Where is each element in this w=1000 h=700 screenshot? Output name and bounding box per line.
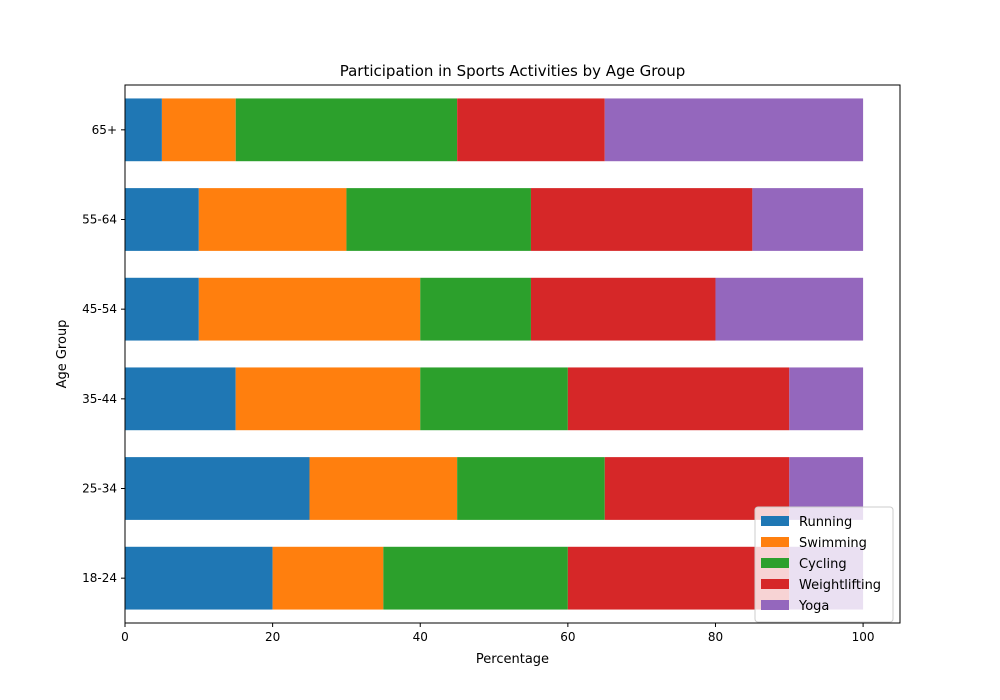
- y-tick-label: 45-54: [82, 302, 117, 316]
- y-tick-label: 25-34: [82, 482, 117, 496]
- bar-running-35-44: [125, 367, 236, 431]
- bar-yoga-45-54: [715, 277, 864, 341]
- bar-yoga-55-64: [752, 188, 864, 251]
- legend-swatch-cycling: [761, 558, 789, 568]
- legend-swatch-running: [761, 516, 789, 526]
- bar-running-18-24: [125, 546, 273, 610]
- bar-running-45-54: [125, 277, 199, 341]
- bar-weightlifting-55-64: [530, 188, 753, 251]
- legend-label-swimming: Swimming: [799, 536, 867, 551]
- bar-running-25-34: [125, 457, 310, 520]
- chart-title: Participation in Sports Activities by Ag…: [340, 62, 686, 80]
- bar-cycling-25-34: [457, 457, 605, 520]
- x-tick-label: 0: [121, 630, 129, 644]
- x-tick-label: 20: [265, 630, 280, 644]
- bar-yoga-65+: [604, 98, 864, 162]
- legend-label-running: Running: [799, 515, 852, 530]
- legend-label-weightlifting: Weightlifting: [799, 578, 881, 593]
- legend: Running Swimming Cycling Weightlifting Yoga: [754, 506, 894, 623]
- y-tick-label: 18-24: [82, 571, 117, 585]
- y-tick-label: 65+: [92, 123, 117, 137]
- y-tick-label: 55-64: [82, 213, 117, 227]
- x-tick-label: 40: [413, 630, 428, 644]
- bar-swimming-55-64: [198, 188, 347, 251]
- y-axis-label: Age Group: [55, 320, 70, 389]
- x-axis: 0 20 40 60 80 100: [121, 623, 875, 644]
- plot-area: [125, 98, 864, 610]
- legend-box: [754, 506, 894, 623]
- legend-label-cycling: Cycling: [799, 557, 847, 572]
- bar-swimming-35-44: [235, 367, 421, 431]
- bar-cycling-35-44: [420, 367, 568, 431]
- legend-swatch-weightlifting: [761, 579, 789, 589]
- bar-weightlifting-65+: [457, 98, 605, 162]
- bar-weightlifting-35-44: [567, 367, 790, 431]
- bar-swimming-18-24: [272, 546, 384, 610]
- bar-running-55-64: [125, 188, 199, 251]
- bar-yoga-35-44: [789, 367, 864, 431]
- x-tick-label: 80: [708, 630, 723, 644]
- x-axis-label: Percentage: [476, 652, 549, 667]
- legend-swatch-swimming: [761, 537, 789, 547]
- bar-swimming-45-54: [198, 277, 421, 341]
- bar-weightlifting-18-24: [567, 546, 790, 610]
- bar-swimming-25-34: [309, 457, 458, 520]
- bar-swimming-65+: [161, 98, 236, 162]
- legend-swatch-yoga: [761, 600, 789, 610]
- bar-cycling-65+: [235, 98, 458, 162]
- plot-frame: [124, 84, 901, 624]
- bar-cycling-18-24: [383, 546, 568, 610]
- legend-label-yoga: Yoga: [798, 599, 829, 614]
- bar-cycling-45-54: [420, 277, 531, 341]
- bar-cycling-55-64: [346, 188, 531, 251]
- bar-weightlifting-45-54: [530, 277, 716, 341]
- y-tick-label: 35-44: [82, 392, 117, 406]
- bar-running-65+: [125, 98, 162, 162]
- x-tick-label: 100: [852, 630, 875, 644]
- x-tick-label: 60: [560, 630, 575, 644]
- y-axis: 18-24 25-34 35-44 45-54 55-64 65+: [82, 123, 125, 585]
